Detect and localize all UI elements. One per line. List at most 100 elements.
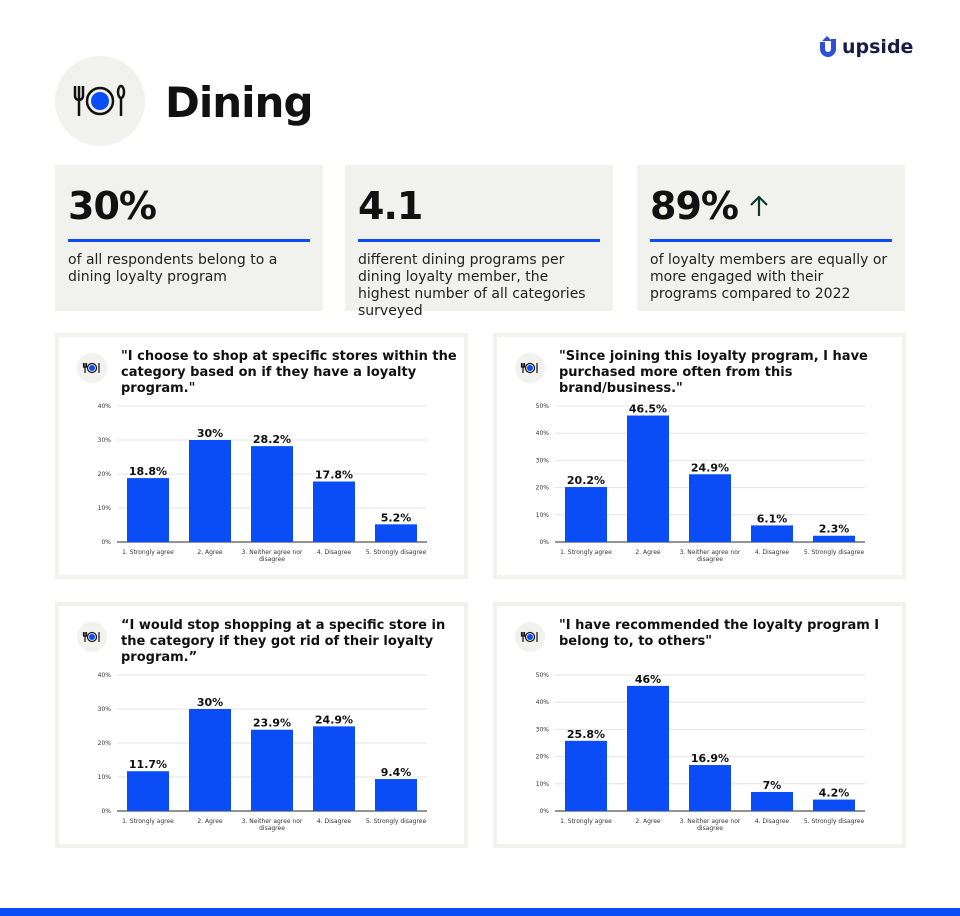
- x-tick-label: 5. Strongly disagree: [804, 549, 865, 556]
- x-tick-label: 4. Disagree: [317, 549, 352, 556]
- chart-card: “I would stop shopping at a specific sto…: [55, 602, 468, 848]
- x-tick-label: 2. Agree: [635, 549, 661, 556]
- data-label: 4.2%: [819, 787, 850, 800]
- y-tick-label: 40%: [536, 430, 550, 437]
- bar: [127, 771, 169, 811]
- bar: [313, 726, 355, 811]
- y-tick-label: 0%: [101, 808, 111, 815]
- data-label: 24.9%: [691, 461, 729, 474]
- y-tick-label: 50%: [536, 403, 550, 410]
- chart-title: "I have recommended the loyalty program …: [559, 618, 880, 649]
- x-tick-label: 3. Neither agree nor: [242, 549, 303, 556]
- bar-chart: 0% 10% 20% 30% 40% 18.8% 1. Strongly agree 30% 2…: [98, 403, 427, 563]
- y-tick-label: 50%: [536, 672, 550, 679]
- data-label: 46.5%: [629, 403, 667, 416]
- bar: [813, 799, 855, 811]
- chart-title: “I would stop shopping at a specific sto…: [121, 618, 446, 665]
- x-tick-label: 1. Strongly agree: [122, 818, 174, 825]
- y-tick-label: 30%: [98, 437, 112, 444]
- stat-card: 30% of all respondents belong to a dinin…: [55, 165, 323, 311]
- x-tick-label: disagree: [259, 556, 285, 563]
- x-tick-label: 5. Strongly disagree: [366, 549, 427, 556]
- x-tick-label: 1. Strongly agree: [122, 549, 174, 556]
- data-label: 25.8%: [567, 728, 605, 741]
- page-title: Dining: [165, 78, 314, 127]
- x-tick-label: disagree: [697, 556, 723, 563]
- bar-chart: 0% 10% 20% 30% 40% 50% 20.2% 1. Strongly agree 4…: [536, 403, 865, 563]
- data-label: 6.1%: [757, 512, 788, 525]
- stat-value: 30%: [68, 184, 157, 228]
- footer-bar: [0, 908, 960, 916]
- bar: [251, 729, 293, 811]
- upside-logo: upside: [818, 36, 913, 58]
- x-tick-label: 2. Agree: [635, 818, 661, 825]
- y-tick-label: 10%: [98, 505, 112, 512]
- bar: [689, 474, 731, 542]
- y-tick-label: 30%: [98, 706, 112, 713]
- stat-value: 89%: [650, 184, 739, 228]
- data-label: 28.2%: [253, 433, 291, 446]
- plate-cutlery-icon: [515, 622, 545, 652]
- bar: [565, 487, 607, 542]
- chart-card: "I choose to shop at specific stores wit…: [55, 333, 468, 579]
- bar: [127, 478, 169, 542]
- y-tick-label: 20%: [98, 471, 112, 478]
- data-label: 9.4%: [381, 766, 412, 779]
- data-label: 30%: [197, 427, 223, 440]
- x-tick-label: 4. Disagree: [317, 818, 352, 825]
- y-tick-label: 40%: [98, 403, 112, 410]
- y-tick-label: 40%: [536, 699, 550, 706]
- stat-card: 89% of loyalty members are equally or mo…: [637, 165, 905, 311]
- data-label: 23.9%: [253, 717, 291, 730]
- x-tick-label: 5. Strongly disagree: [804, 818, 865, 825]
- stat-value: 4.1: [358, 184, 423, 228]
- data-label: 17.8%: [315, 468, 353, 481]
- plate-cutlery-icon: [77, 622, 107, 652]
- y-tick-label: 20%: [536, 485, 550, 492]
- bar: [313, 481, 355, 542]
- arrow-up-icon: [750, 195, 768, 216]
- data-label: 16.9%: [691, 752, 729, 765]
- bar: [689, 765, 731, 811]
- data-label: 46%: [635, 673, 661, 686]
- x-tick-label: disagree: [259, 825, 285, 832]
- data-label: 30%: [197, 696, 223, 709]
- x-tick-label: 3. Neither agree nor: [242, 818, 303, 825]
- x-tick-label: 4. Disagree: [755, 549, 790, 556]
- data-label: 7%: [763, 779, 782, 792]
- bar: [189, 709, 231, 811]
- bar: [751, 525, 793, 542]
- bar: [375, 524, 417, 542]
- bar: [565, 740, 607, 811]
- divider: [358, 239, 600, 242]
- y-tick-label: 10%: [98, 774, 112, 781]
- chart-title: "I choose to shop at specific stores wit…: [121, 349, 457, 396]
- y-tick-label: 30%: [536, 726, 550, 733]
- chart-title: "Since joining this loyalty program, I h…: [559, 349, 868, 396]
- x-tick-label: 5. Strongly disagree: [366, 818, 427, 825]
- chart-card: "I have recommended the loyalty program …: [493, 602, 906, 848]
- data-label: 24.9%: [315, 713, 353, 726]
- divider: [68, 239, 310, 242]
- data-label: 20.2%: [567, 474, 605, 487]
- x-tick-label: 1. Strongly agree: [560, 818, 612, 825]
- bar: [627, 415, 669, 542]
- y-tick-label: 20%: [98, 740, 112, 747]
- x-tick-label: disagree: [697, 825, 723, 832]
- brand-name: upside: [842, 36, 914, 58]
- bar-chart: 0% 10% 20% 30% 40% 11.7% 1. Strongly agree 30% 2…: [98, 672, 427, 832]
- x-tick-label: 2. Agree: [197, 549, 223, 556]
- plate-cutlery-icon: [77, 353, 107, 383]
- data-label: 11.7%: [129, 758, 167, 771]
- bar: [251, 446, 293, 542]
- divider: [650, 239, 892, 242]
- bar: [189, 440, 231, 542]
- plate-cutlery-icon: [55, 56, 145, 146]
- x-tick-label: 1. Strongly agree: [560, 549, 612, 556]
- plate-cutlery-icon: [515, 353, 545, 383]
- x-tick-label: 3. Neither agree nor: [680, 818, 741, 825]
- x-tick-label: 4. Disagree: [755, 818, 790, 825]
- y-tick-label: 40%: [98, 672, 112, 679]
- stat-text: of all respondents belong to a dining lo…: [68, 252, 278, 285]
- data-label: 5.2%: [381, 511, 412, 524]
